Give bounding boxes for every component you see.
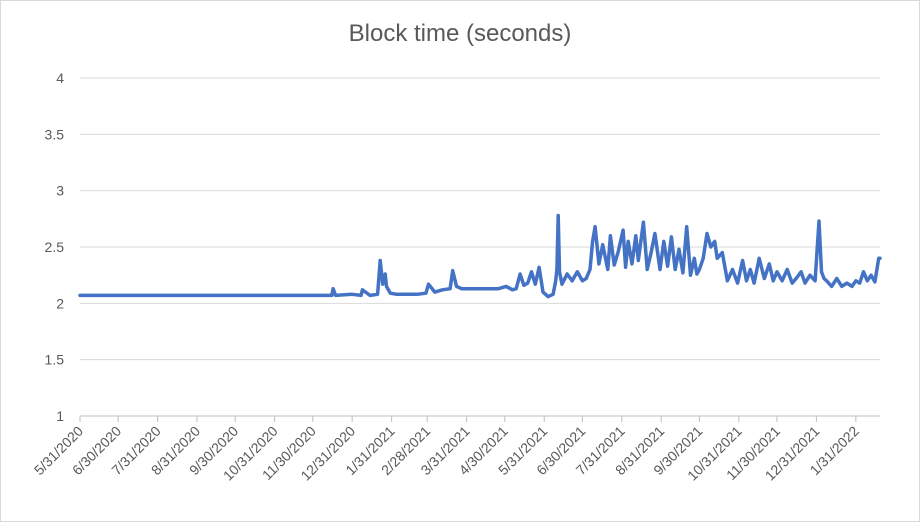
series-line-block-time [78,213,882,299]
y-tick-label: 4 [56,70,64,86]
y-axis-ticks: 1 1.5 2 2.5 3 3.5 4 [45,70,65,424]
y-tick-label: 1 [56,408,64,424]
y-tick-label: 2.5 [45,239,65,255]
gridlines [80,77,880,361]
y-tick-label: 1.5 [45,352,65,368]
series-group [78,213,882,299]
y-tick-label: 3 [56,183,64,199]
x-axis [79,415,880,422]
y-tick-label: 2 [56,295,64,311]
chart-title: Block time (seconds) [348,20,572,47]
y-tick-label: 3.5 [45,126,65,142]
x-axis-tick-labels: 5/31/20206/30/20207/31/20208/31/20209/30… [31,423,862,484]
